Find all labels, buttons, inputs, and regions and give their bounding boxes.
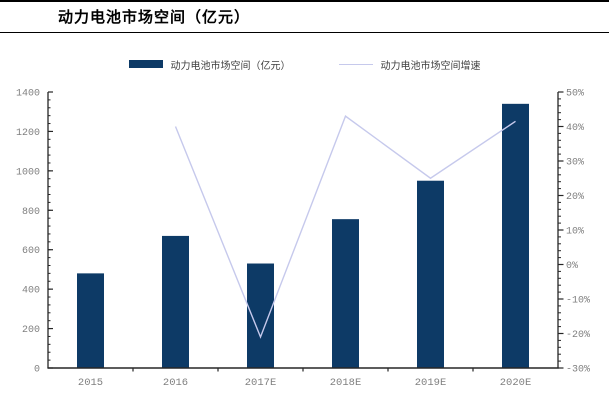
svg-text:30%: 30% [566,158,584,169]
svg-text:2016: 2016 [163,377,188,389]
svg-text:2017E: 2017E [245,377,277,389]
svg-text:200: 200 [22,325,40,336]
svg-text:0%: 0% [566,261,578,272]
bar-series-swatch [128,60,163,68]
svg-text:50%: 50% [566,89,584,100]
svg-text:0: 0 [34,365,40,376]
svg-text:600: 600 [22,246,40,257]
svg-text:40%: 40% [566,123,584,134]
svg-text:2018E: 2018E [330,377,362,389]
legend-label-market-size: 动力电池市场空间（亿元） [170,60,291,72]
svg-text:400: 400 [22,286,40,297]
svg-text:-20%: -20% [566,330,590,341]
svg-text:10%: 10% [566,227,584,238]
svg-text:1000: 1000 [16,167,40,178]
legend-item-market-size: 动力电池市场空间（亿元） [128,57,291,72]
svg-text:-30%: -30% [566,365,590,376]
svg-text:2019E: 2019E [415,377,447,389]
svg-text:20%: 20% [566,192,584,203]
svg-text:800: 800 [22,207,40,218]
svg-text:1400: 1400 [16,89,40,100]
svg-text:2020E: 2020E [500,377,532,389]
svg-text:1200: 1200 [16,128,40,139]
report-header-rule [0,0,609,33]
svg-text:2015: 2015 [78,377,103,389]
svg-text:-10%: -10% [566,296,590,307]
line-series-swatch [338,63,373,65]
legend-item-growth-rate: 动力电池市场空间增速 [338,57,481,72]
chart-legend: 动力电池市场空间（亿元） 动力电池市场空间增速 [0,56,609,72]
chart-title: 动力电池市场空间（亿元） [58,8,251,26]
legend-label-growth-rate: 动力电池市场空间增速 [380,60,481,72]
